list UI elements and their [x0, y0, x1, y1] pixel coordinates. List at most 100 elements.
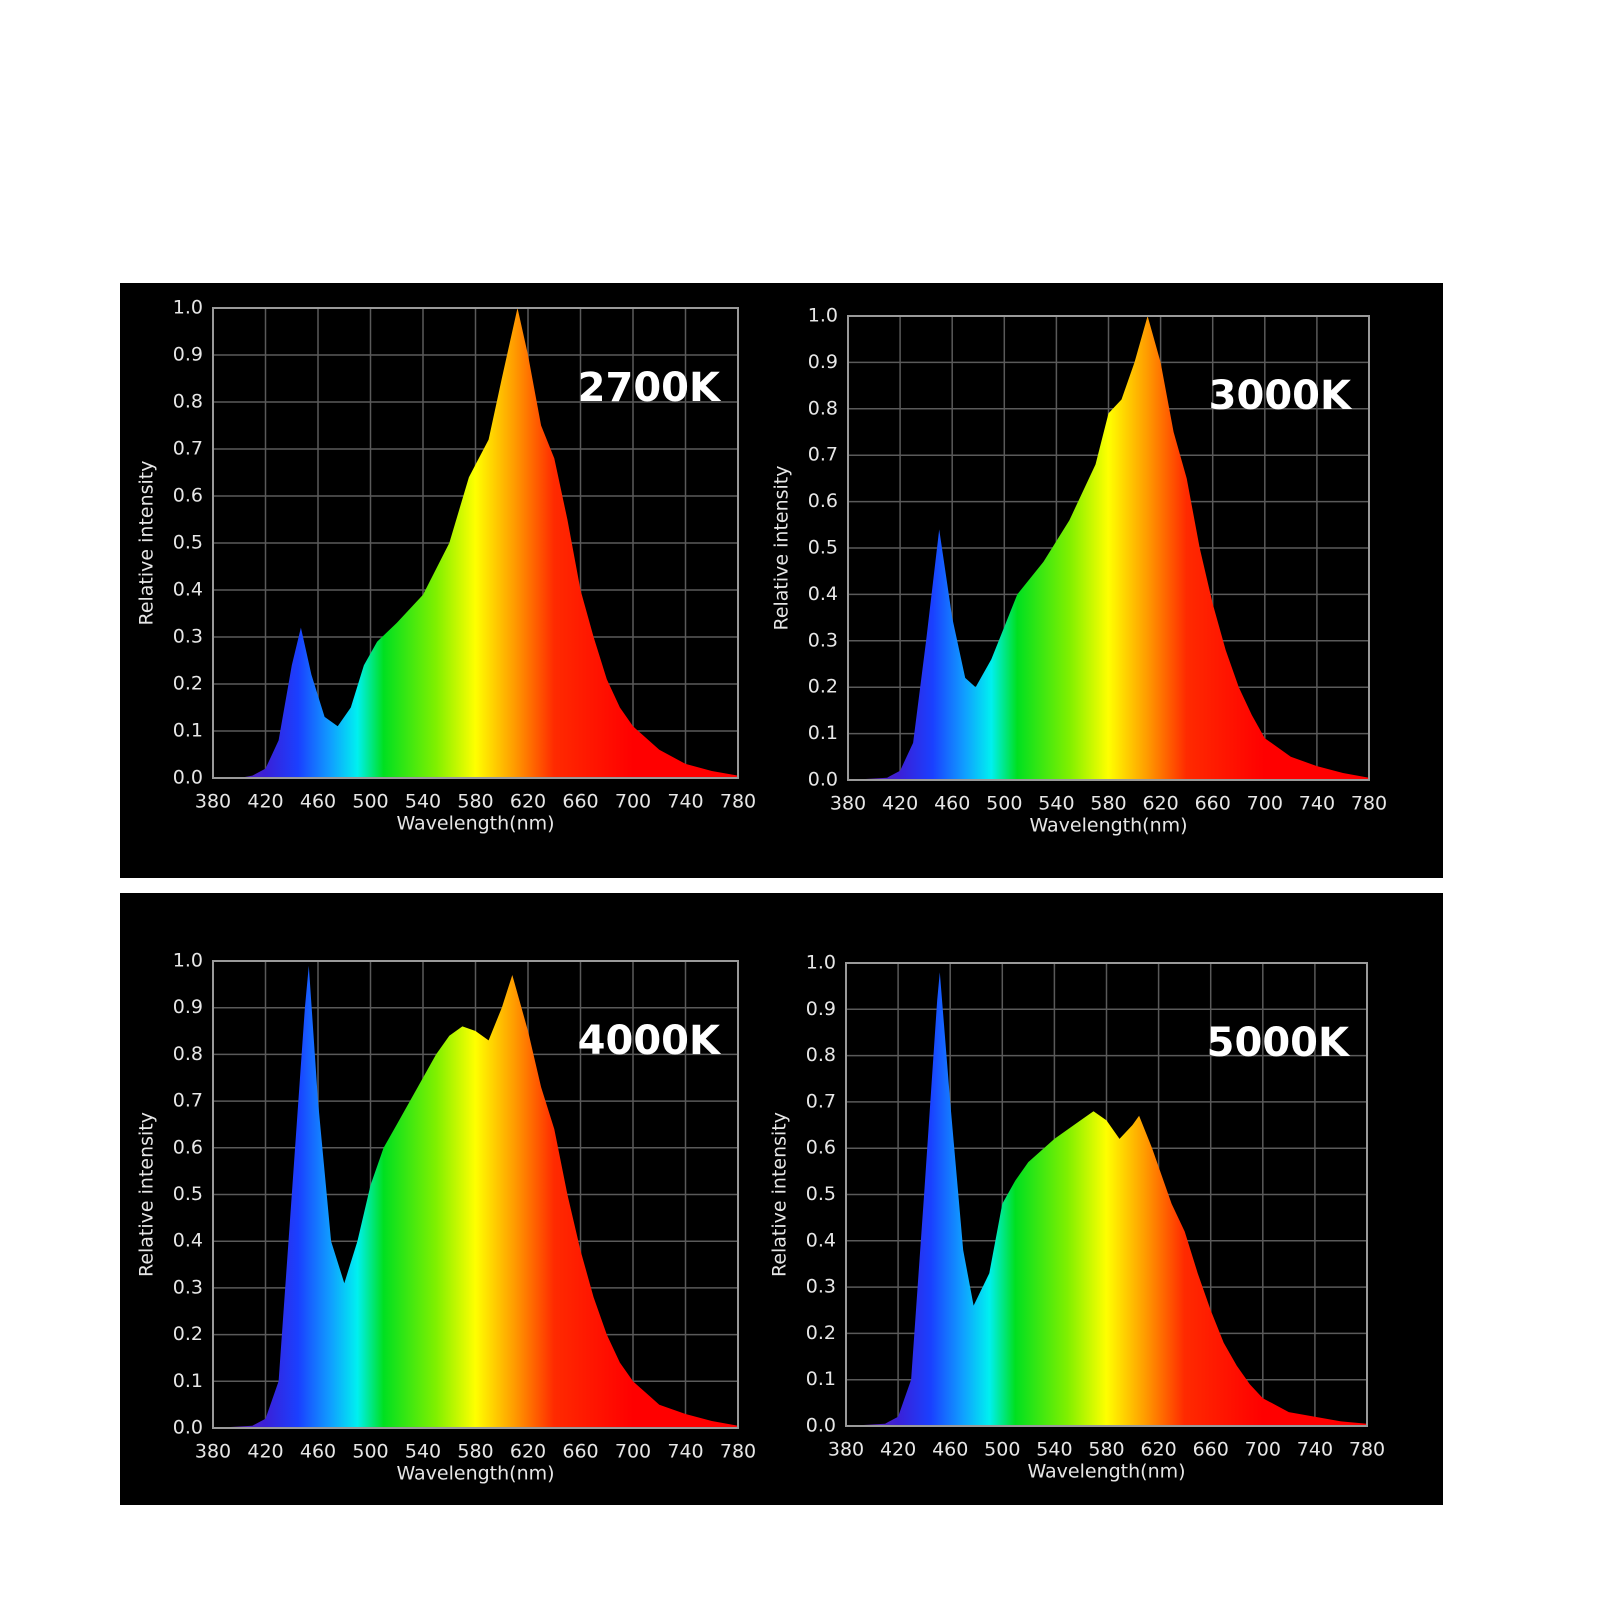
y-tick-label: 1.0	[806, 952, 836, 974]
x-tick-label: 540	[405, 1441, 441, 1463]
x-tick-label: 500	[984, 1439, 1020, 1461]
x-tick-label: 540	[1036, 1439, 1072, 1461]
x-tick-label: 380	[830, 793, 866, 815]
y-tick-label: 0.1	[806, 1368, 836, 1390]
y-tick-label: 0.3	[808, 629, 838, 651]
x-tick-label: 460	[300, 791, 336, 813]
y-tick-label: 0.8	[808, 397, 838, 419]
y-tick-label: 0.7	[806, 1090, 836, 1112]
x-tick-label: 580	[1088, 1439, 1124, 1461]
y-tick-label: 0.5	[806, 1183, 836, 1205]
y-tick-label: 0.6	[808, 490, 838, 512]
x-tick-label: 780	[1349, 1439, 1385, 1461]
x-tick-label: 420	[247, 791, 283, 813]
y-tick-label: 0.6	[173, 1136, 203, 1158]
spectrum-area	[846, 972, 1367, 1426]
y-tick-label: 0.6	[806, 1137, 836, 1159]
x-tick-label: 500	[352, 791, 388, 813]
x-tick-label: 580	[1090, 793, 1126, 815]
y-tick-label: 0.2	[806, 1322, 836, 1344]
y-tick-label: 0.2	[173, 673, 203, 695]
x-tick-label: 660	[1195, 793, 1231, 815]
y-tick-label: 0.8	[806, 1044, 836, 1066]
y-tick-label: 0.8	[173, 1043, 203, 1065]
x-tick-label: 620	[1140, 1439, 1176, 1461]
y-tick-label: 0.0	[808, 769, 838, 791]
x-tick-label: 380	[195, 1441, 231, 1463]
x-axis-label: Wavelength(nm)	[1029, 815, 1187, 837]
plot-frame	[847, 315, 1370, 781]
y-tick-label: 0.7	[173, 438, 203, 460]
y-axis-label: Relative intensity	[136, 460, 158, 625]
x-tick-label: 660	[562, 1441, 598, 1463]
x-tick-label: 660	[1193, 1439, 1229, 1461]
x-tick-label: 580	[457, 791, 493, 813]
spectrum-area	[213, 308, 738, 778]
y-tick-label: 1.0	[808, 305, 838, 327]
chart-title: 3000K	[1209, 373, 1353, 419]
plot-frame	[212, 307, 739, 779]
x-tick-label: 420	[880, 1439, 916, 1461]
x-tick-label: 620	[510, 791, 546, 813]
y-tick-label: 0.3	[173, 626, 203, 648]
x-tick-label: 420	[247, 1441, 283, 1463]
x-tick-label: 700	[615, 1441, 651, 1463]
x-tick-label: 620	[510, 1441, 546, 1463]
chart-title: 5000K	[1207, 1020, 1351, 1066]
y-tick-label: 0.9	[173, 344, 203, 366]
x-tick-label: 580	[457, 1441, 493, 1463]
y-tick-label: 1.0	[173, 950, 203, 972]
chart-title: 4000K	[578, 1018, 722, 1064]
y-tick-label: 0.9	[173, 996, 203, 1018]
x-tick-label: 780	[1351, 793, 1387, 815]
spectrum-area	[848, 316, 1369, 780]
x-tick-label: 380	[195, 791, 231, 813]
x-tick-label: 460	[932, 1439, 968, 1461]
y-tick-label: 0.3	[173, 1276, 203, 1298]
x-axis-label: Wavelength(nm)	[1027, 1461, 1185, 1483]
x-tick-label: 460	[300, 1441, 336, 1463]
y-tick-label: 0.1	[173, 1370, 203, 1392]
y-tick-label: 1.0	[173, 297, 203, 319]
x-tick-label: 380	[828, 1439, 864, 1461]
x-tick-label: 700	[1247, 793, 1283, 815]
y-axis-label: Relative intensity	[136, 1112, 158, 1277]
y-tick-label: 0.5	[808, 537, 838, 559]
y-tick-label: 0.4	[808, 583, 838, 605]
x-tick-label: 700	[615, 791, 651, 813]
y-axis-label: Relative intensity	[771, 465, 793, 630]
x-tick-label: 740	[1297, 1439, 1333, 1461]
x-tick-label: 740	[667, 791, 703, 813]
y-tick-label: 0.1	[173, 720, 203, 742]
y-tick-label: 0.5	[173, 1183, 203, 1205]
y-tick-label: 0.0	[173, 767, 203, 789]
y-tick-label: 0.0	[173, 1417, 203, 1439]
x-tick-label: 780	[720, 791, 756, 813]
y-tick-label: 0.4	[806, 1229, 836, 1251]
y-tick-label: 0.9	[808, 351, 838, 373]
plot-frame	[845, 962, 1368, 1427]
y-tick-label: 0.2	[173, 1323, 203, 1345]
y-tick-label: 0.7	[173, 1090, 203, 1112]
y-tick-label: 0.4	[173, 1230, 203, 1252]
y-tick-label: 0.6	[173, 485, 203, 507]
x-tick-label: 620	[1142, 793, 1178, 815]
x-tick-label: 740	[1299, 793, 1335, 815]
y-tick-label: 0.7	[808, 444, 838, 466]
x-tick-label: 420	[882, 793, 918, 815]
x-tick-label: 540	[405, 791, 441, 813]
x-tick-label: 780	[720, 1441, 756, 1463]
x-tick-label: 460	[934, 793, 970, 815]
y-tick-label: 0.8	[173, 391, 203, 413]
x-tick-label: 660	[562, 791, 598, 813]
y-tick-label: 0.2	[808, 676, 838, 698]
x-tick-label: 500	[986, 793, 1022, 815]
y-tick-label: 0.4	[173, 579, 203, 601]
x-tick-label: 500	[352, 1441, 388, 1463]
spectrum-area	[213, 965, 738, 1428]
x-tick-label: 700	[1245, 1439, 1281, 1461]
x-axis-label: Wavelength(nm)	[396, 1463, 554, 1485]
x-axis-label: Wavelength(nm)	[396, 813, 554, 835]
y-tick-label: 0.1	[808, 722, 838, 744]
